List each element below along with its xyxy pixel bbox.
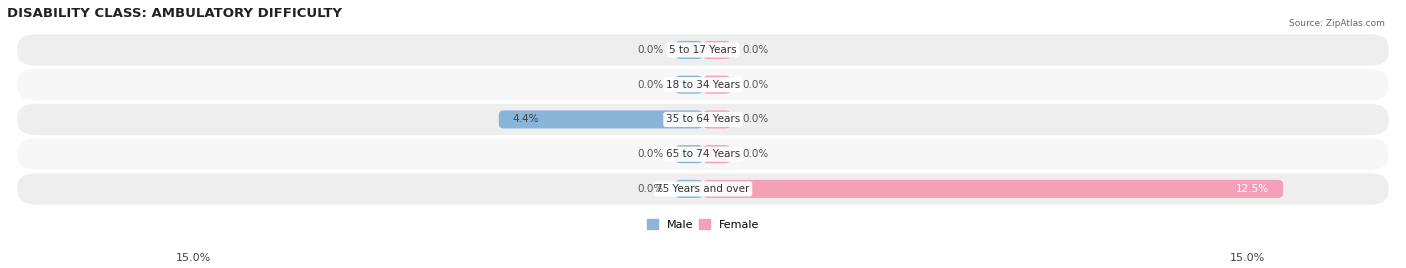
Text: 35 to 64 Years: 35 to 64 Years bbox=[666, 114, 740, 124]
Text: 0.0%: 0.0% bbox=[742, 45, 769, 55]
FancyBboxPatch shape bbox=[499, 110, 703, 128]
FancyBboxPatch shape bbox=[675, 180, 703, 198]
Text: 0.0%: 0.0% bbox=[637, 45, 664, 55]
Text: 0.0%: 0.0% bbox=[742, 80, 769, 90]
FancyBboxPatch shape bbox=[703, 145, 731, 163]
Text: 12.5%: 12.5% bbox=[1236, 184, 1270, 194]
Text: 5 to 17 Years: 5 to 17 Years bbox=[669, 45, 737, 55]
FancyBboxPatch shape bbox=[703, 180, 1284, 198]
Text: 0.0%: 0.0% bbox=[742, 114, 769, 124]
Text: 0.0%: 0.0% bbox=[742, 149, 769, 159]
Text: 65 to 74 Years: 65 to 74 Years bbox=[666, 149, 740, 159]
Text: 0.0%: 0.0% bbox=[637, 149, 664, 159]
FancyBboxPatch shape bbox=[703, 110, 731, 128]
Text: 0.0%: 0.0% bbox=[637, 184, 664, 194]
Text: 0.0%: 0.0% bbox=[637, 80, 664, 90]
Text: 75 Years and over: 75 Years and over bbox=[657, 184, 749, 194]
Text: 15.0%: 15.0% bbox=[176, 253, 211, 263]
Text: Source: ZipAtlas.com: Source: ZipAtlas.com bbox=[1289, 19, 1385, 28]
Text: 4.4%: 4.4% bbox=[513, 114, 540, 124]
FancyBboxPatch shape bbox=[17, 104, 1389, 135]
FancyBboxPatch shape bbox=[675, 76, 703, 94]
Text: 18 to 34 Years: 18 to 34 Years bbox=[666, 80, 740, 90]
FancyBboxPatch shape bbox=[703, 76, 731, 94]
FancyBboxPatch shape bbox=[17, 69, 1389, 100]
Text: 15.0%: 15.0% bbox=[1230, 253, 1265, 263]
Legend: Male, Female: Male, Female bbox=[643, 215, 763, 234]
FancyBboxPatch shape bbox=[675, 41, 703, 59]
FancyBboxPatch shape bbox=[17, 139, 1389, 170]
FancyBboxPatch shape bbox=[17, 34, 1389, 66]
FancyBboxPatch shape bbox=[703, 41, 731, 59]
FancyBboxPatch shape bbox=[17, 173, 1389, 204]
Text: DISABILITY CLASS: AMBULATORY DIFFICULTY: DISABILITY CLASS: AMBULATORY DIFFICULTY bbox=[7, 7, 342, 20]
FancyBboxPatch shape bbox=[675, 145, 703, 163]
